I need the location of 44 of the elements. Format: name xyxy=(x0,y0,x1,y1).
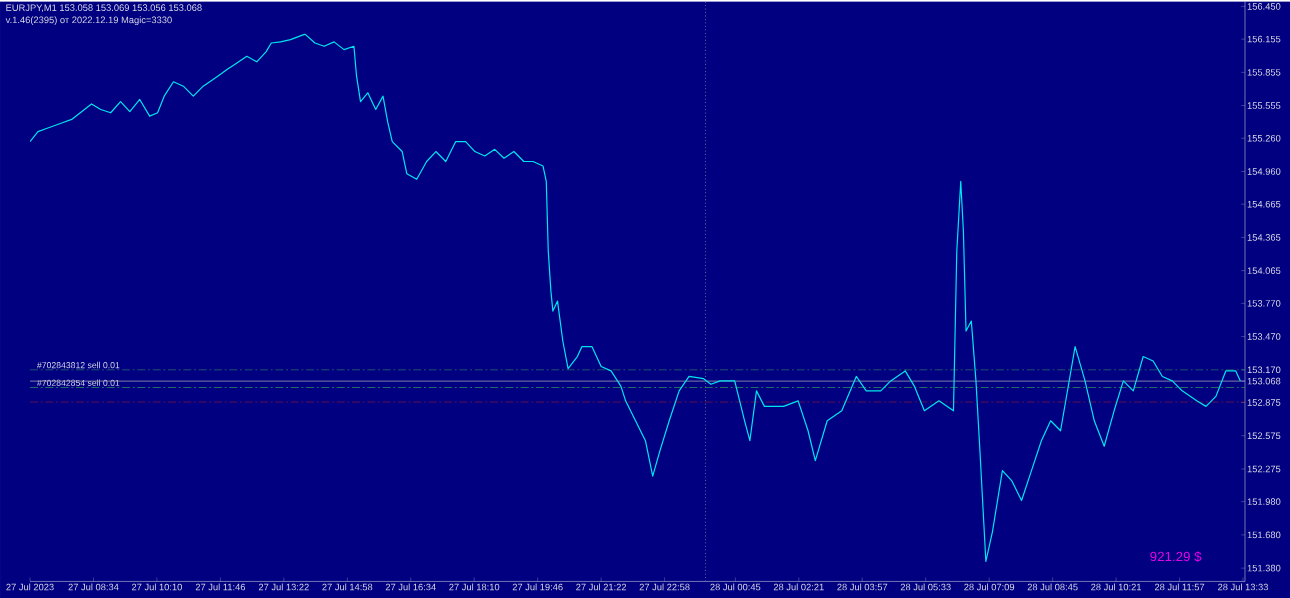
x-tick-label: 27 Jul 13:22 xyxy=(258,583,309,591)
ref-line-label: #702842854 sell 0.01 xyxy=(36,379,120,386)
x-tick-label: 28 Jul 11:57 xyxy=(1154,583,1205,591)
y-tick-label: 153.170 xyxy=(1247,366,1281,373)
text: v.1.46(2395) от 2022.12.19 Magic=3330 xyxy=(5,16,172,25)
chart-title: EURJPY,M1 153.058 153.069 153.056 153.068 xyxy=(6,4,202,12)
x-tick-label: 28 Jul 02:21 xyxy=(773,583,824,591)
y-tick-label: 154.365 xyxy=(1247,233,1281,241)
x-tick-label: 27 Jul 19:46 xyxy=(512,583,563,591)
y-tick-label: 152.275 xyxy=(1247,465,1281,473)
y-tick-label: 155.855 xyxy=(1247,68,1281,76)
y-tick-label: 156.450 xyxy=(1247,2,1281,10)
y-tick-label: 152.575 xyxy=(1247,432,1281,439)
x-tick-label: 28 Jul 00:45 xyxy=(710,583,761,591)
x-tick-label: 27 Jul 21:22 xyxy=(576,583,627,591)
x-tick-label: 28 Jul 10:21 xyxy=(1091,583,1142,591)
x-tick-label: 27 Jul 11:46 xyxy=(195,583,246,591)
ref-line-label: #702843812 sell 0.01 xyxy=(36,361,120,369)
y-tick-label: 154.065 xyxy=(1247,267,1281,274)
x-tick-label: 27 Jul 08:34 xyxy=(68,583,119,591)
x-tick-label: 27 Jul 14:58 xyxy=(322,583,373,591)
x-tick-label: 28 Jul 07:09 xyxy=(964,583,1015,591)
y-tick-label: 155.555 xyxy=(1247,102,1281,109)
x-tick-label: 27 Jul 2023 xyxy=(6,583,54,591)
y-tick-label: 151.980 xyxy=(1247,498,1281,505)
x-tick-label: 27 Jul 22:58 xyxy=(639,583,690,591)
y-tick-label: 153.770 xyxy=(1247,299,1281,307)
y-tick-label: 155.260 xyxy=(1247,134,1281,142)
y-tick-label: 154.960 xyxy=(1247,168,1281,175)
y-tick-label: 154.665 xyxy=(1247,200,1281,208)
x-tick-label: 28 Jul 08:45 xyxy=(1027,583,1078,591)
annotation: 921.29 $ xyxy=(1150,551,1202,562)
x-tick-label: 27 Jul 16:34 xyxy=(385,583,436,591)
y-tick-label: 156.155 xyxy=(1247,35,1281,43)
x-tick-label: 27 Jul 18:10 xyxy=(449,583,500,591)
x-tick-label: 28 Jul 13:33 xyxy=(1218,583,1268,591)
y-tick-label: 151.680 xyxy=(1247,531,1281,538)
y-tick-label: 153.470 xyxy=(1247,333,1281,340)
x-tick-label: 28 Jul 03:57 xyxy=(837,583,888,591)
x-tick-label: 27 Jul 10:10 xyxy=(131,583,182,591)
y-tick-label: 153.068 xyxy=(1247,377,1281,385)
x-tick-label: 28 Jul 05:33 xyxy=(900,583,951,591)
y-tick-label: 152.875 xyxy=(1247,399,1281,406)
y-tick-label: 151.380 xyxy=(1247,564,1281,572)
